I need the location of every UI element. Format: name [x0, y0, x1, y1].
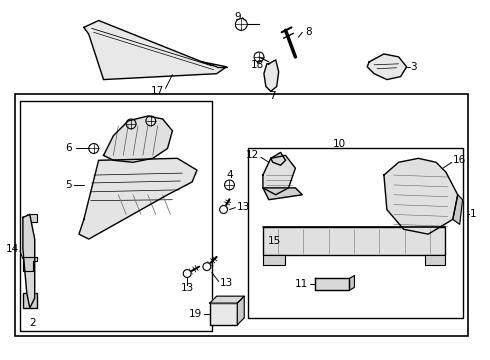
Circle shape: [220, 206, 227, 213]
Text: 9: 9: [235, 12, 241, 22]
Polygon shape: [210, 296, 244, 303]
Polygon shape: [263, 156, 295, 195]
Text: 14: 14: [6, 244, 19, 254]
Text: 5: 5: [66, 180, 72, 190]
Text: 12: 12: [246, 150, 259, 161]
Polygon shape: [367, 54, 407, 80]
Polygon shape: [264, 60, 279, 91]
Polygon shape: [237, 296, 244, 325]
Bar: [27, 215, 37, 222]
Bar: [248, 148, 463, 318]
Text: 15: 15: [268, 236, 281, 246]
Bar: [263, 255, 285, 265]
Polygon shape: [271, 152, 286, 165]
Polygon shape: [23, 215, 35, 308]
Circle shape: [183, 270, 191, 278]
Text: 10: 10: [333, 139, 346, 149]
Circle shape: [203, 263, 211, 271]
Text: 18: 18: [251, 60, 265, 70]
Text: 17: 17: [151, 86, 164, 96]
Bar: [263, 227, 445, 255]
Polygon shape: [263, 188, 302, 200]
Text: 2: 2: [29, 318, 36, 328]
Bar: [210, 303, 237, 325]
Polygon shape: [84, 21, 226, 80]
Polygon shape: [315, 278, 349, 290]
Bar: [15, 94, 467, 336]
Text: 13: 13: [180, 283, 194, 293]
Polygon shape: [453, 195, 463, 224]
Text: 1: 1: [469, 210, 476, 220]
Text: 3: 3: [411, 62, 417, 72]
Polygon shape: [349, 275, 354, 290]
Bar: [23, 293, 37, 308]
Text: 16: 16: [453, 155, 466, 165]
Polygon shape: [103, 116, 172, 162]
Polygon shape: [384, 158, 458, 234]
Text: 19: 19: [189, 309, 202, 319]
Text: 8: 8: [305, 27, 312, 37]
Text: 6: 6: [66, 144, 72, 153]
Text: 13: 13: [236, 202, 249, 212]
Text: 4: 4: [226, 170, 233, 180]
Text: 13: 13: [220, 278, 233, 288]
Text: 7: 7: [270, 91, 276, 101]
Text: 11: 11: [295, 279, 308, 289]
Polygon shape: [79, 158, 197, 239]
Polygon shape: [23, 257, 37, 271]
Bar: [425, 255, 445, 265]
Bar: [20, 101, 212, 330]
